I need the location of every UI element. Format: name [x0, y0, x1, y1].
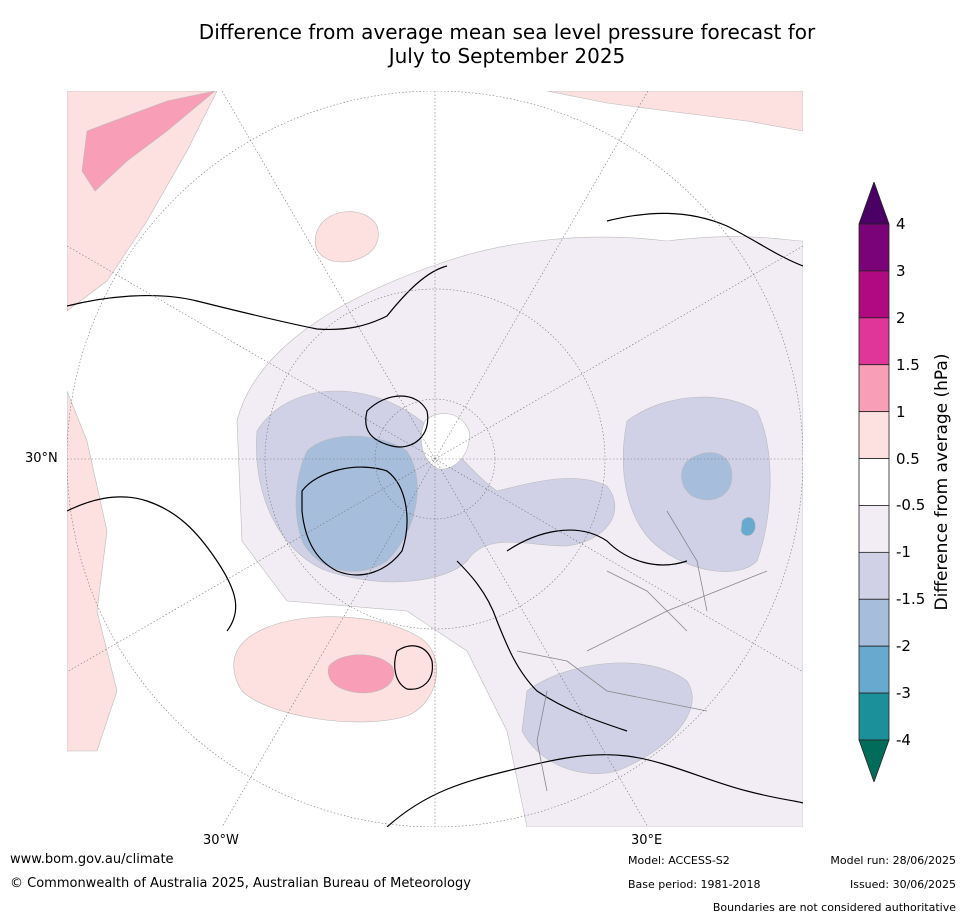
colorbar-tick-label: -3: [896, 684, 911, 703]
anomaly-pos-west-edge: [67, 390, 118, 752]
anomaly-neg-siberia-core: [681, 452, 733, 501]
footer-model-run: Model run: 28/06/2025: [830, 854, 956, 867]
anomaly-pos-northwest-strong: [81, 91, 216, 192]
colorbar-extend-bottom: [858, 739, 890, 782]
colorbar: [858, 182, 890, 782]
colorbar-tick-label: -1.5: [896, 590, 926, 609]
footer-base-period: Base period: 1981-2018: [628, 878, 761, 891]
anomaly-pos-northeast: [546, 91, 803, 132]
lon-label-30e: 30°E: [631, 833, 663, 848]
colorbar-bin: [858, 223, 890, 272]
colorbar-tick-label: -4: [896, 731, 911, 749]
colorbar-tick-label: 2: [896, 308, 906, 327]
colorbar-tick-label: 3: [896, 261, 906, 280]
map-panel: [67, 91, 803, 827]
lon-label-30w: 30°W: [203, 833, 239, 848]
colorbar-bin: [858, 411, 890, 459]
colorbar-bin: [858, 692, 890, 741]
colorbar-tick-label: -0.5: [896, 496, 926, 515]
colorbar-tick-label: -2: [896, 637, 911, 656]
colorbar-bin: [858, 458, 890, 506]
colorbar-tick-label: 0.5: [896, 449, 920, 468]
anomaly-pos-atlantic-strong: [327, 654, 395, 694]
colorbar-tick-label: 1.5: [896, 355, 920, 374]
colorbar-bin: [858, 598, 890, 647]
colorbar-tick-label: 4: [896, 215, 906, 233]
colorbar-tick-label: -1: [896, 543, 911, 562]
colorbar-extend-top: [858, 182, 890, 225]
colorbar-bin: [858, 364, 890, 413]
anomaly-neutral-pole: [421, 413, 470, 470]
map-svg: [67, 91, 803, 827]
colorbar-bin: [858, 505, 890, 553]
footer-website: www.bom.gov.au/climate: [10, 852, 174, 867]
colorbar-bin: [858, 270, 890, 319]
anomaly-pos-small-arctic: [314, 211, 379, 263]
colorbar-bin: [858, 645, 890, 694]
footer-model: Model: ACCESS-S2: [628, 854, 730, 867]
anomaly-neg-greenland: [295, 435, 418, 572]
footer-disclaimer: Boundaries are not considered authoritat…: [712, 901, 956, 914]
colorbar-bin: [858, 317, 890, 366]
colorbar-title: Difference from average (hPa): [932, 353, 952, 611]
colorbar-bin: [858, 551, 890, 600]
anomaly-neg-spot: [740, 517, 756, 536]
title-line-2: July to September 2025: [388, 44, 626, 68]
chart-title: Difference from average mean sea level p…: [0, 20, 965, 68]
lat-label-30n: 30°N: [25, 451, 58, 466]
footer-copyright: © Commonwealth of Australia 2025, Austra…: [10, 876, 471, 891]
graticule: [67, 91, 803, 827]
anomaly-neg-mediterranean: [521, 662, 693, 774]
title-line-1: Difference from average mean sea level p…: [198, 20, 816, 44]
colorbar-tick-label: 1: [896, 402, 906, 421]
footer-issued: Issued: 30/06/2025: [849, 878, 956, 891]
